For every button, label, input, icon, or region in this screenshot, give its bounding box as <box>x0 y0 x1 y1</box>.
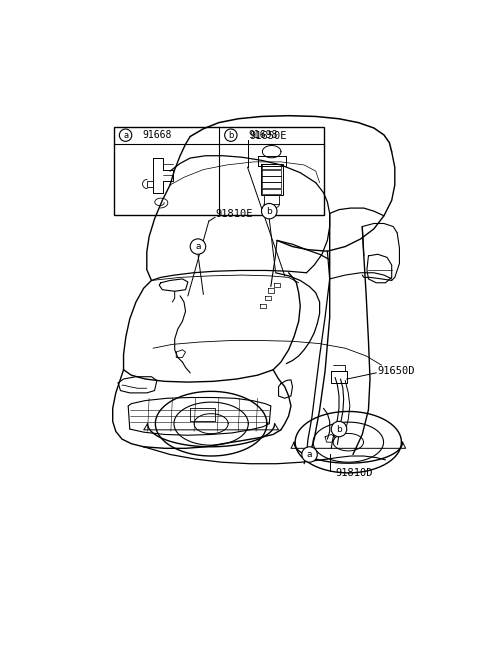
Circle shape <box>302 447 317 462</box>
Text: b: b <box>336 424 342 434</box>
Circle shape <box>120 129 132 141</box>
Text: a: a <box>195 242 201 251</box>
Text: 91650E: 91650E <box>250 131 288 142</box>
Text: 91698: 91698 <box>248 130 277 140</box>
Bar <box>114 127 324 215</box>
Text: 91810D: 91810D <box>335 468 372 478</box>
Text: b: b <box>266 207 272 216</box>
Circle shape <box>225 129 237 141</box>
Text: a: a <box>123 131 128 140</box>
Circle shape <box>262 203 277 219</box>
Text: 91650D: 91650D <box>378 366 415 377</box>
Text: a: a <box>307 450 312 459</box>
Text: 91810E: 91810E <box>215 209 252 219</box>
Text: b: b <box>228 131 234 140</box>
Text: 91668: 91668 <box>143 130 172 140</box>
Circle shape <box>331 421 347 437</box>
Circle shape <box>190 239 206 255</box>
